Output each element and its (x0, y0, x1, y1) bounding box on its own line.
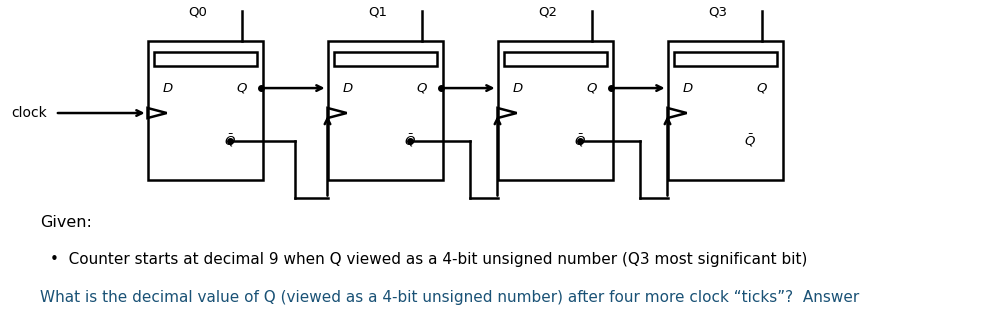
Bar (504, 52, 606, 66)
Text: Q1: Q1 (369, 6, 388, 19)
Text: Q2: Q2 (539, 6, 558, 19)
Text: $\bar{Q}$: $\bar{Q}$ (574, 132, 586, 149)
Text: D: D (343, 82, 353, 94)
Bar (328, 41, 442, 180)
Bar (334, 52, 436, 66)
Text: Given:: Given: (40, 215, 92, 230)
Text: •  Counter starts at decimal 9 when Q viewed as a 4-bit unsigned number (Q3 most: • Counter starts at decimal 9 when Q vie… (50, 252, 807, 267)
Text: Q: Q (757, 82, 767, 94)
Text: Q: Q (587, 82, 597, 94)
Text: D: D (163, 82, 173, 94)
Text: $\bar{Q}$: $\bar{Q}$ (404, 132, 416, 149)
Text: Q3: Q3 (709, 6, 728, 19)
Bar (148, 41, 262, 180)
Text: clock: clock (11, 106, 47, 120)
Text: Q: Q (237, 82, 247, 94)
Bar (498, 41, 612, 180)
Text: What is the decimal value of Q (viewed as a 4-bit unsigned number) after four mo: What is the decimal value of Q (viewed a… (40, 290, 859, 305)
Text: $\bar{Q}$: $\bar{Q}$ (744, 132, 756, 149)
Bar (154, 52, 256, 66)
Text: Q0: Q0 (189, 6, 208, 19)
Bar (674, 52, 776, 66)
Bar (668, 41, 782, 180)
Text: D: D (683, 82, 693, 94)
Text: Q: Q (417, 82, 427, 94)
Text: $\bar{Q}$: $\bar{Q}$ (224, 132, 236, 149)
Text: D: D (513, 82, 523, 94)
